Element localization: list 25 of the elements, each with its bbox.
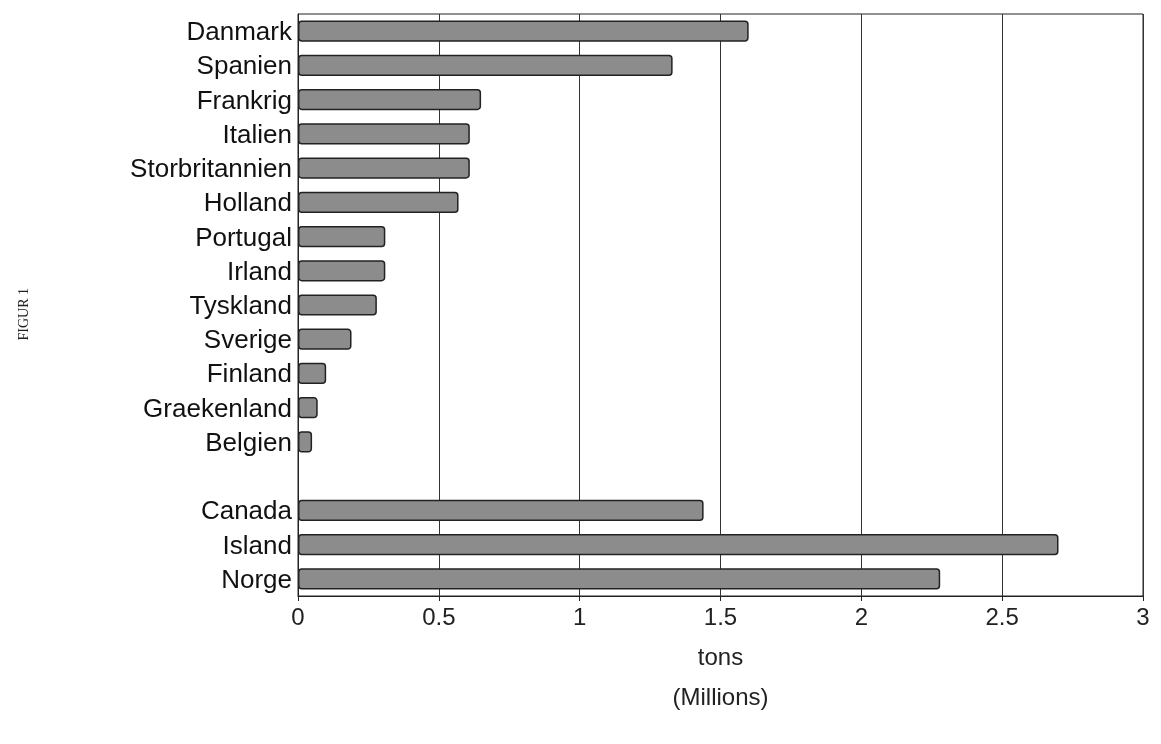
y-tick-label: Portugal bbox=[195, 221, 292, 252]
x-tick-label: 2 bbox=[854, 602, 869, 630]
x-tick-label: 3 bbox=[1136, 602, 1150, 630]
x-tick-label: 0.5 bbox=[422, 602, 456, 630]
x-axis-title: tons (Millions) bbox=[672, 642, 769, 710]
y-tick-label: Spanien bbox=[196, 50, 292, 81]
y-tick-label: Tyskland bbox=[189, 290, 292, 320]
x-tick-label: 1 bbox=[572, 602, 587, 630]
y-tick-label: Finland bbox=[206, 358, 292, 389]
y-tick-label: Italien bbox=[222, 118, 292, 149]
y-tick-label: Graekenland bbox=[143, 392, 292, 423]
text: FIGUR 1 bbox=[15, 287, 31, 341]
y-tick-label: Storbritannien bbox=[130, 153, 292, 184]
y-tick-label: Holland bbox=[203, 187, 292, 218]
y-tick-label: Norge bbox=[221, 563, 292, 594]
y-tick-label: Sverige bbox=[203, 324, 292, 355]
y-tick-label: Frankrig bbox=[196, 84, 292, 115]
y-tick-label: Irland bbox=[226, 255, 292, 286]
y-tick-label: Belgien bbox=[205, 426, 292, 457]
y-tick-label: Danmark bbox=[186, 16, 293, 47]
x-tick-label: 1.5 bbox=[703, 602, 738, 630]
y-tick-label: Island bbox=[222, 529, 292, 560]
x-tick-label: 2.5 bbox=[985, 602, 1019, 630]
x-tick-label: 0 bbox=[291, 602, 305, 630]
y-tick-label: Canada bbox=[200, 495, 293, 526]
